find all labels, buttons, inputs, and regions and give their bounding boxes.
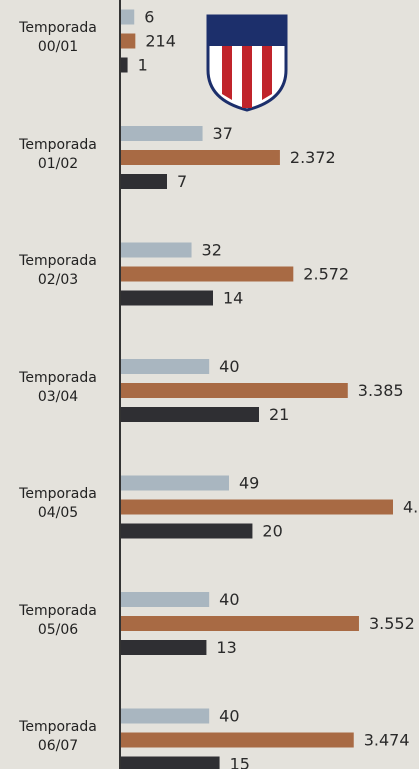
- value-label: 3.385: [358, 381, 404, 400]
- bar: [121, 733, 354, 748]
- value-label: 40: [219, 590, 239, 609]
- value-label: 37: [213, 124, 233, 143]
- bar: [121, 58, 128, 73]
- category-label: Temporada 05/06: [4, 602, 112, 640]
- value-label: 1: [138, 56, 148, 75]
- bar: [121, 476, 229, 491]
- bar: [121, 10, 134, 25]
- value-label: 13: [216, 638, 236, 657]
- value-label: 2.572: [303, 265, 349, 284]
- value-label: 40: [219, 707, 239, 726]
- category-label: Temporada 02/03: [4, 252, 112, 290]
- bar: [121, 616, 359, 631]
- bar: [121, 174, 167, 189]
- bar: [121, 757, 220, 769]
- category-label: Temporada 00/01: [4, 19, 112, 57]
- bar: [121, 150, 280, 165]
- value-label: 49: [239, 474, 259, 493]
- value-label: 21: [269, 405, 289, 424]
- page: 6 214 1 37 2.372 7 32 2.572 14 40 3.385 21 49 4.060 20…: [0, 0, 419, 769]
- value-label: 3.474: [364, 731, 410, 750]
- logo: [208, 16, 286, 110]
- value-label: 2.372: [290, 148, 336, 167]
- value-label: 7: [177, 172, 187, 191]
- bar: [121, 407, 259, 422]
- bar: [121, 500, 393, 515]
- value-label: 6: [144, 8, 154, 27]
- value-label: 40: [219, 357, 239, 376]
- bar: [121, 524, 252, 539]
- value-label: 214: [145, 32, 176, 51]
- category-label: Temporada 01/02: [4, 136, 112, 174]
- bar: [121, 383, 348, 398]
- category-label: Temporada 03/04: [4, 369, 112, 407]
- bar: [121, 640, 206, 655]
- value-label: 20: [262, 522, 282, 541]
- bar: [121, 34, 135, 49]
- category-label: Temporada 06/07: [4, 718, 112, 756]
- bar: [121, 243, 192, 258]
- value-label: 15: [230, 755, 250, 769]
- value-label: 3.552: [369, 614, 415, 633]
- bar: [121, 267, 293, 282]
- value-label: 14: [223, 289, 243, 308]
- value-label: 32: [202, 241, 222, 260]
- bar: [121, 709, 209, 724]
- bar: [121, 291, 213, 306]
- bar: [121, 126, 203, 141]
- category-label: Temporada 04/05: [4, 485, 112, 523]
- bar: [121, 359, 209, 374]
- value-label: 4.060: [403, 498, 419, 517]
- bar: [121, 592, 209, 607]
